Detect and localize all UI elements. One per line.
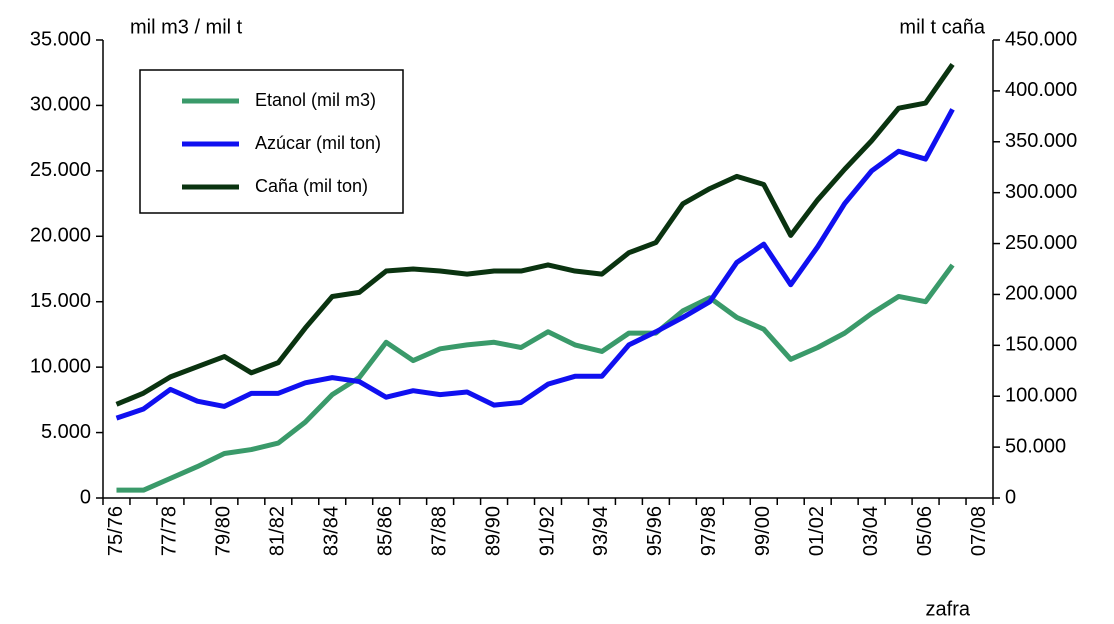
y-axis-label: mil m3 / mil t xyxy=(130,16,243,38)
legend-label: Caña (mil ton) xyxy=(255,176,368,196)
y-tick-label: 20.000 xyxy=(30,225,91,247)
x-tick-label: 81/82 xyxy=(267,506,289,556)
x-tick-label: 97/98 xyxy=(698,506,720,556)
x-tick-label: 99/00 xyxy=(752,506,774,556)
x-tick-label: 91/92 xyxy=(536,506,558,556)
series-line xyxy=(115,108,955,421)
y-tick-label: 5.000 xyxy=(41,421,91,443)
y2-tick-label: 50.000 xyxy=(1005,435,1066,457)
series-line xyxy=(115,62,955,407)
x-tick-label: 83/84 xyxy=(321,506,343,556)
y2-tick-label: 150.000 xyxy=(1005,334,1077,356)
y-tick-label: 30.000 xyxy=(30,94,91,116)
x-tick-label: 89/90 xyxy=(482,506,504,556)
x-tick-label: 07/08 xyxy=(968,506,990,556)
x-tick-label: 05/06 xyxy=(914,506,936,556)
y-tick-label: 10.000 xyxy=(30,355,91,377)
y-tick-label: 15.000 xyxy=(30,290,91,312)
legend: Etanol (mil m3) Azúcar (mil ton) Caña (mil… xyxy=(139,69,404,214)
y2-tick-label: 100.000 xyxy=(1005,385,1077,407)
series-line xyxy=(116,263,955,493)
y2-axis-label: mil t caña xyxy=(899,16,985,38)
x-tick-label: 77/78 xyxy=(159,506,181,556)
x-tick-label: 01/02 xyxy=(806,506,828,556)
y-tick-label: 35.000 xyxy=(30,28,91,50)
y2-tick-label: 300.000 xyxy=(1005,181,1077,203)
x-tick-label: 03/04 xyxy=(860,506,882,556)
x-tick-label: 75/76 xyxy=(105,506,127,556)
x-tick-label: 79/80 xyxy=(213,506,235,556)
legend-label: Azúcar (mil ton) xyxy=(255,133,381,153)
x-tick-label: 93/94 xyxy=(590,506,612,556)
y2-tick-label: 400.000 xyxy=(1005,79,1077,101)
y2-tick-label: 0 xyxy=(1005,486,1016,508)
x-tick-label: 87/88 xyxy=(428,506,450,556)
x-tick-label: 85/86 xyxy=(374,506,396,556)
x-axis-label: zafra xyxy=(926,598,971,620)
y2-tick-label: 200.000 xyxy=(1005,283,1077,305)
y2-tick-label: 350.000 xyxy=(1005,130,1077,152)
x-tick-label: 95/96 xyxy=(644,506,666,556)
y-tick-label: 25.000 xyxy=(30,159,91,181)
y2-tick-label: 450.000 xyxy=(1005,28,1077,50)
y2-tick-label: 250.000 xyxy=(1005,232,1077,254)
legend-label: Etanol (mil m3) xyxy=(255,90,376,110)
y-tick-label: 0 xyxy=(80,486,91,508)
